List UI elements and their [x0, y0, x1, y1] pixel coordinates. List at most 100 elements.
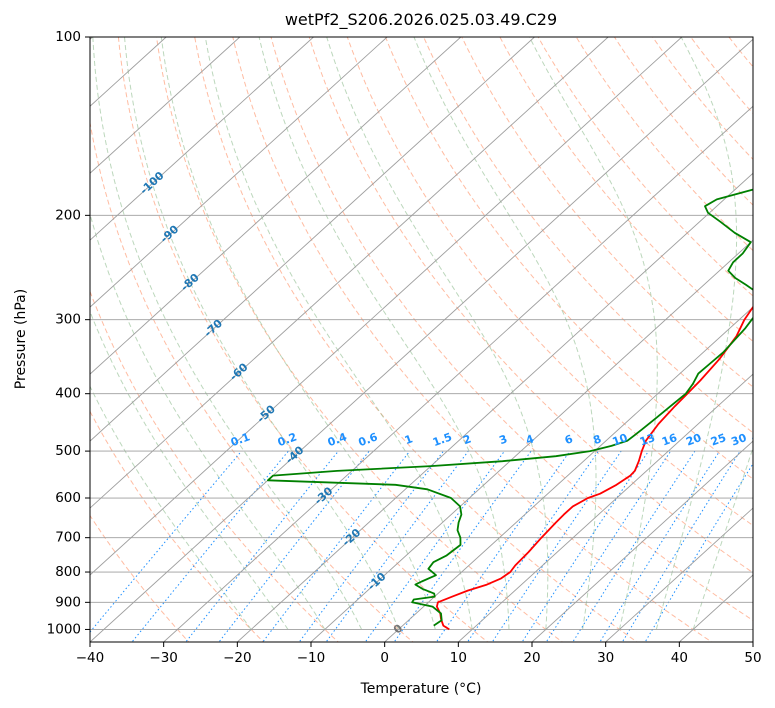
- mixing-ratio-label: 3: [497, 432, 509, 447]
- dry-adiabat: [423, 37, 753, 434]
- y-tick-label: 600: [55, 490, 81, 506]
- dry-adiabat: [346, 37, 753, 527]
- moist-adiabat: [92, 37, 363, 630]
- x-tick-label: −10: [297, 650, 326, 666]
- dewpoint-profile: [266, 188, 753, 627]
- mixing-ratio-label: 1.5: [431, 430, 454, 449]
- isotherm: [310, 239, 753, 642]
- y-tick-label: 1000: [47, 621, 81, 637]
- x-tick-label: −20: [223, 650, 252, 666]
- x-tick-label: 40: [671, 650, 688, 666]
- y-tick-label: 100: [55, 29, 81, 45]
- moist-adiabat: [528, 37, 658, 630]
- moist-adiabat: [90, 385, 252, 630]
- moist-adiabat: [413, 37, 597, 630]
- moist-adiabat: [90, 310, 289, 630]
- chart-title: wetPf2_S206.2026.025.03.49.C29: [285, 10, 557, 30]
- mixing-ratio-label: 10: [611, 431, 630, 449]
- moist-adiabat: [124, 37, 399, 630]
- dry-adiabat: [90, 410, 265, 642]
- dry-adiabat: [728, 37, 753, 68]
- x-tick-label: −40: [76, 650, 105, 666]
- x-tick-label: 20: [523, 650, 540, 666]
- dry-adiabat: [461, 37, 753, 388]
- x-tick-label: 10: [450, 650, 467, 666]
- x-axis-label: Temperature (°C): [360, 681, 482, 697]
- mixing-ratio-label: 8: [591, 432, 603, 447]
- mixing-ratio-label: 0.2: [276, 430, 299, 449]
- moist-adiabat: [326, 37, 549, 630]
- mixing-ratio-label: 0.1: [229, 430, 252, 449]
- isotherm: [384, 306, 753, 642]
- y-tick-label: 800: [55, 564, 81, 580]
- mixing-ratio-line: [644, 462, 753, 642]
- dry-adiabat: [232, 37, 713, 642]
- y-axis-label: Pressure (hPa): [13, 289, 29, 389]
- mixing-ratio-line: [521, 450, 650, 642]
- mixing-ratio-label: 25: [709, 431, 728, 448]
- isotherm: [458, 373, 753, 642]
- moist-adiabat: [692, 446, 753, 630]
- mixing-ratio-label: 30: [729, 431, 748, 449]
- mixing-ratio-label: 6: [563, 432, 575, 447]
- dry-adiabat: [90, 290, 339, 642]
- isotherm: [605, 507, 753, 642]
- dry-adiabat: [537, 37, 753, 297]
- x-tick-label: 30: [597, 650, 614, 666]
- mixing-ratio-line: [599, 450, 721, 642]
- dry-adiabat: [384, 37, 753, 480]
- isotherm: [90, 37, 609, 509]
- mixing-ratio-line: [572, 450, 696, 642]
- y-tick-label: 200: [55, 207, 81, 223]
- moist-adiabat: [90, 212, 326, 630]
- y-tick-label: 400: [55, 386, 81, 402]
- y-tick-label: 300: [55, 312, 81, 328]
- y-axis-ticks: 100 200 300 400 500 600 700 800 900 1000: [47, 29, 90, 637]
- isotherm: [237, 172, 753, 642]
- temperature-profile: [435, 305, 753, 631]
- moist-adiabat: [258, 37, 510, 630]
- x-tick-label: −30: [149, 650, 178, 666]
- mixing-ratio-line: [298, 450, 444, 642]
- mixing-ratio-line: [364, 450, 505, 642]
- isotherm: [752, 641, 753, 642]
- mixing-ratio-label: 16: [660, 431, 679, 449]
- mixing-ratio-line: [90, 450, 242, 633]
- y-tick-label: 700: [55, 530, 81, 546]
- mixing-ratio-line: [393, 450, 532, 642]
- moist-adiabats: [90, 37, 753, 630]
- isotherm: [90, 37, 388, 308]
- mixing-ratio-line: [218, 450, 370, 642]
- isotherms: [90, 37, 753, 642]
- dry-adiabat: [308, 37, 753, 574]
- isotherm: [163, 105, 753, 642]
- mixing-ratio-line: [435, 450, 571, 642]
- isotherm: [90, 38, 753, 642]
- plot-frame: [89, 36, 754, 643]
- dry-adiabat: [90, 119, 414, 642]
- dry-adiabat: [651, 37, 753, 161]
- x-tick-label: 50: [744, 650, 761, 666]
- pressure-gridlines: [90, 37, 753, 630]
- isotherm: [90, 37, 241, 174]
- isotherm: [90, 37, 683, 576]
- dry-adiabat: [499, 37, 753, 343]
- isotherm: [90, 37, 535, 442]
- moist-adiabat: [160, 37, 436, 630]
- dry-adiabat: [194, 37, 638, 642]
- y-tick-label: 500: [55, 443, 81, 459]
- mixing-ratio-line: [131, 450, 289, 642]
- mixing-ratio-label: 20: [684, 431, 703, 449]
- dry-adiabat: [117, 37, 489, 642]
- y-tick-label: 900: [55, 594, 81, 610]
- sounding-profiles: [266, 188, 753, 631]
- dry-adiabat: [270, 37, 753, 622]
- mixing-ratio-label: 13: [638, 431, 657, 448]
- x-tick-label: 0: [380, 650, 389, 666]
- mixing-ratio-line: [262, 450, 411, 642]
- mixing-ratio-line: [325, 450, 469, 642]
- mixing-ratio-line: [545, 450, 672, 642]
- isotherm: [531, 440, 753, 642]
- mixing-ratio-lines: [90, 450, 753, 642]
